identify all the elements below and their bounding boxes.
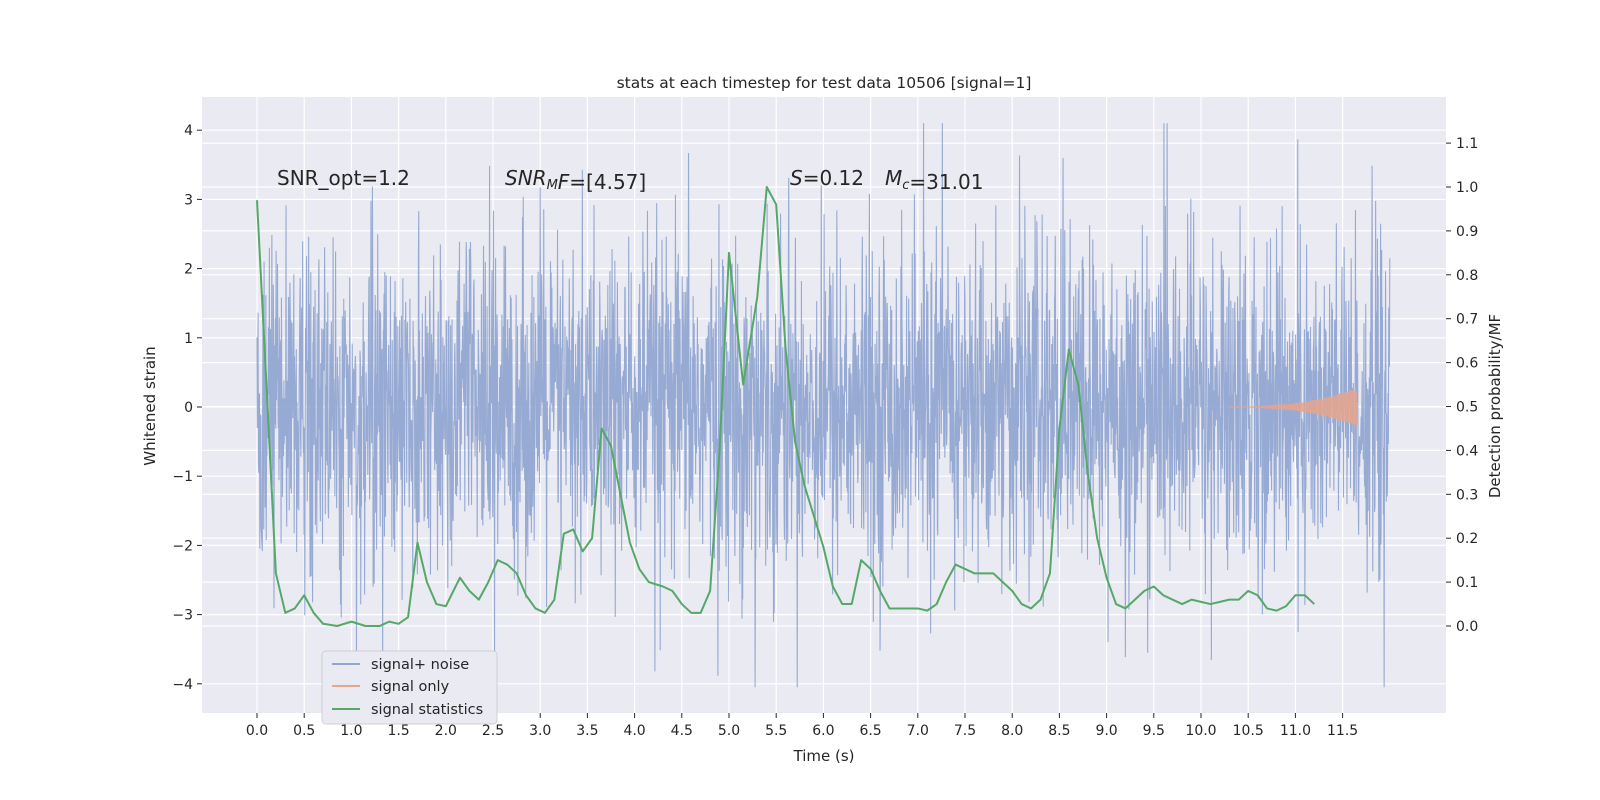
x-tick-label: 9.0: [1095, 723, 1117, 739]
legend-label-stats: signal statistics: [371, 702, 483, 718]
y-tick-label-left: 3: [184, 192, 193, 208]
signal-statistics-line: [256, 186, 1315, 627]
annotation-segment: M: [547, 178, 558, 193]
chart-title: stats at each timestep for test data 105…: [617, 74, 1032, 92]
legend: signal+ noise signal only signal statist…: [321, 650, 498, 725]
x-tick-label: 10.5: [1233, 723, 1264, 739]
y-tick-label-right: 0.1: [1456, 575, 1478, 591]
y-tick-label-left: 2: [184, 262, 193, 278]
x-tick-label: 9.5: [1143, 723, 1165, 739]
y-tick-label-right: 0.0: [1456, 619, 1478, 635]
x-tick-label: 1.5: [387, 723, 409, 739]
x-tick-label: 3.5: [576, 723, 598, 739]
legend-label-noise: signal+ noise: [371, 657, 469, 673]
annotation-s-value: S=0.12: [790, 166, 864, 190]
annotation-segment: =31.01: [909, 170, 983, 194]
axis-ticks: 0.0 0.5 1.0 1.5 2.0 2.5 3.0 3.5 4.0 4.5 5.0 5.5 6.0 6…: [172, 123, 1478, 739]
x-tick-label: 6.5: [859, 723, 881, 739]
y-tick-label-left: −4: [172, 677, 193, 693]
annotation-segment: S: [790, 166, 803, 190]
annotation-snr-mf: SNRMF=[4.57]: [505, 166, 646, 194]
y-tick-label-right: 1.0: [1456, 180, 1478, 196]
y-tick-label-right: 0.9: [1456, 224, 1478, 240]
x-tick-label: 5.5: [765, 723, 787, 739]
x-tick-label: 2.0: [435, 723, 457, 739]
y-tick-label-left: −2: [172, 538, 193, 554]
annotation-segment: =[4.57]: [569, 170, 646, 194]
y-tick-label-right: 1.1: [1456, 136, 1478, 152]
annotation-segment: SNR: [505, 166, 547, 190]
legend-label-signal: signal only: [371, 679, 450, 695]
y-tick-label-left: 1: [184, 331, 193, 347]
x-tick-label: 5.0: [718, 723, 740, 739]
annotation-segment: SNR_opt=1.2: [277, 166, 410, 190]
x-tick-label: 4.0: [623, 723, 645, 739]
y-tick-label-right: 0.5: [1456, 400, 1478, 416]
signal-only-line: [1229, 388, 1358, 427]
y-tick-label-right: 0.2: [1456, 531, 1478, 547]
signal-statistics-series: [256, 186, 1315, 627]
annotation-segment: F: [558, 170, 570, 194]
signal-only-series: [1229, 388, 1358, 427]
signal-plus-noise-line: [256, 123, 1391, 688]
x-tick-label: 7.0: [907, 723, 929, 739]
y-tick-label-left: 4: [184, 123, 193, 139]
annotation-segment: M: [885, 166, 902, 190]
x-tick-label: 2.5: [482, 723, 504, 739]
signal-plus-noise-series: [256, 123, 1391, 688]
y-tick-label-right: 0.3: [1456, 487, 1478, 503]
x-tick-label: 11.0: [1280, 723, 1311, 739]
x-tick-label: 1.0: [340, 723, 362, 739]
annotation-segment: c: [902, 178, 909, 193]
x-tick-label: 0.5: [293, 723, 315, 739]
y-axis-label-right: Detection probability/MF: [1486, 314, 1504, 498]
y-tick-label-left: 0: [184, 400, 193, 416]
x-tick-label: 10.0: [1185, 723, 1216, 739]
y-tick-label-right: 0.7: [1456, 312, 1478, 328]
y-axis-label-left: Whitened strain: [141, 346, 159, 465]
x-tick-label: 8.5: [1048, 723, 1070, 739]
y-tick-label-right: 0.6: [1456, 356, 1478, 372]
annotation-segment: =0.12: [803, 166, 864, 190]
x-tick-label: 6.0: [812, 723, 834, 739]
y-tick-label-right: 0.8: [1456, 268, 1478, 284]
annotation-mc-value: Mc=31.01: [885, 166, 983, 194]
y-tick-label-left: −3: [172, 608, 193, 624]
x-tick-label: 8.0: [1001, 723, 1023, 739]
annotations: SNR_opt=1.2 SNRMF=[4.57] S=0.12 Mc=31.01: [277, 166, 983, 194]
x-tick-label: 7.5: [954, 723, 976, 739]
x-tick-label: 3.0: [529, 723, 551, 739]
annotation-snr-opt: SNR_opt=1.2: [277, 166, 410, 190]
x-tick-label: 0.0: [246, 723, 268, 739]
x-axis-label: Time (s): [793, 747, 855, 765]
legend-box: [321, 650, 498, 725]
y-tick-label-left: −1: [172, 469, 193, 485]
y-tick-label-right: 0.4: [1456, 443, 1478, 459]
x-tick-label: 4.5: [671, 723, 693, 739]
x-tick-label: 11.5: [1327, 723, 1358, 739]
